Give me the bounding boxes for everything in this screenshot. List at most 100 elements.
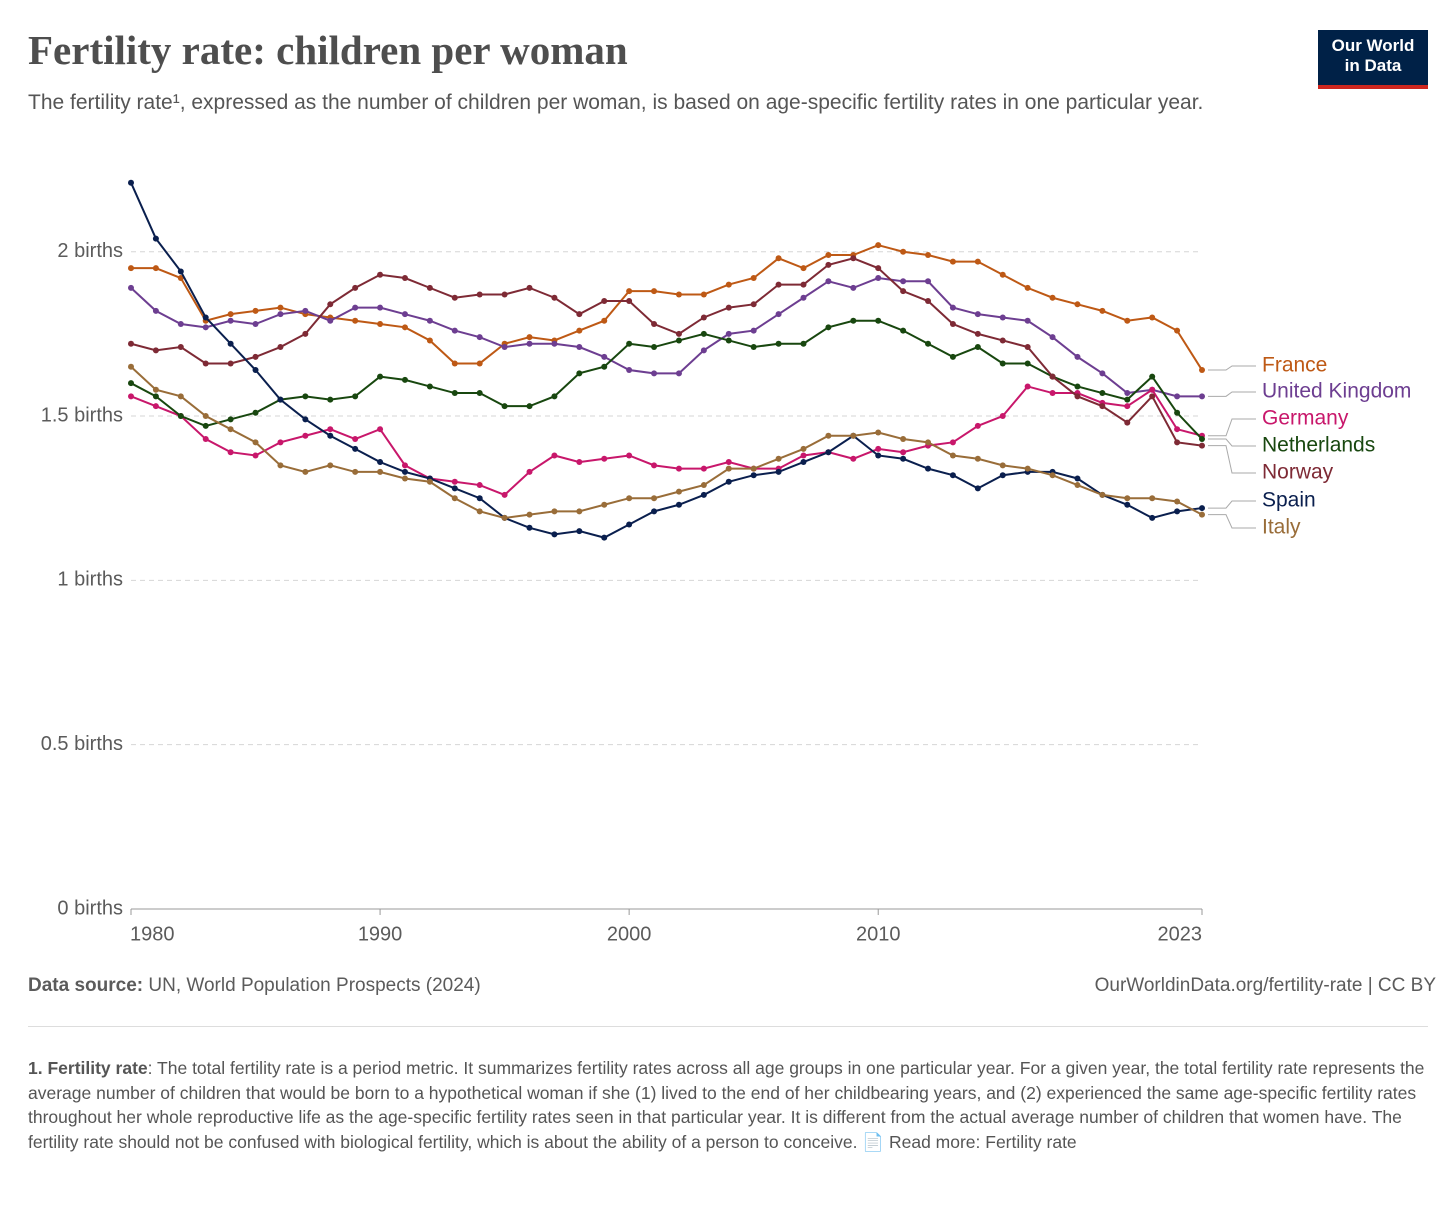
data-point [949,353,956,360]
data-point [1099,370,1106,377]
data-point [601,501,608,508]
data-point [626,298,633,305]
data-point [1099,390,1106,397]
data-point [352,393,359,400]
data-point [1024,344,1031,351]
data-point [775,281,782,288]
legend-label: Italy [1262,516,1301,539]
data-point [974,330,981,337]
data-point [1199,393,1205,400]
data-point [1124,501,1131,508]
data-point [601,317,608,324]
data-point [177,413,184,420]
logo-line: in Data [1344,56,1402,75]
data-point [177,321,184,328]
data-point [252,353,259,360]
data-point [526,284,533,291]
separator [28,1026,1428,1027]
legend-label: United Kingdom [1262,380,1411,403]
data-point [1049,294,1056,301]
data-point [128,363,134,370]
data-point [1049,334,1056,341]
label-connector [1208,365,1256,371]
data-point [576,327,583,334]
data-point [576,344,583,351]
data-point [1024,284,1031,291]
data-point [925,340,932,347]
data-point [750,301,757,308]
data-point [675,488,682,495]
data-point [1074,393,1081,400]
data-point [999,337,1006,344]
read-more[interactable]: 📄 Read more: Fertility rate [862,1131,1077,1152]
legend-label: Germany [1262,407,1349,430]
data-point [1174,508,1181,515]
data-point [800,294,807,301]
data-point [526,340,533,347]
data-point [177,344,184,351]
data-point [1149,393,1156,400]
source-label: Data source: [28,975,144,996]
data-point [501,344,508,351]
data-point [202,436,209,443]
data-point [202,422,209,429]
data-point [501,514,508,521]
legend-label: France [1262,354,1327,377]
logo-line: Our World [1331,36,1415,55]
data-point [476,508,483,515]
data-point [1049,390,1056,397]
url[interactable]: OurWorldinData.org/fertility-rate | CC B… [1094,975,1436,996]
data-point [825,252,832,259]
data-point [651,508,658,515]
label-connector [1208,438,1256,447]
data-point [1074,475,1081,482]
data-point [277,396,284,403]
read-more-text: Read more: Fertility rate [888,1131,1077,1152]
data-point [725,304,732,311]
x-tick-label: 2023 [1158,923,1203,945]
data-point [526,511,533,518]
footnote-term: 1. Fertility rate [28,1058,148,1078]
data-point [700,465,707,472]
y-tick-label: 0 births [57,897,123,919]
data-point [1199,505,1205,512]
data-point [1199,436,1205,443]
data-point [476,390,483,397]
data-point [1174,439,1181,446]
data-point [1174,409,1181,416]
data-point [128,340,134,347]
logo[interactable]: Our World in Data [1318,30,1428,89]
data-point [700,291,707,298]
data-point [700,314,707,321]
data-point [875,452,882,459]
data-point [451,478,458,485]
label-connector [1208,514,1256,529]
data-point [426,478,433,485]
data-point [800,459,807,466]
data-point [1024,317,1031,324]
data-point [949,304,956,311]
data-point [551,393,558,400]
data-point [128,265,134,272]
data-point [800,445,807,452]
data-point [128,393,134,400]
series-line [131,244,1203,371]
data-point [601,298,608,305]
data-point [327,426,334,433]
data-point [1099,307,1106,314]
data-point [1199,511,1205,518]
data-point [1124,403,1131,410]
data-point [252,321,259,328]
data-point [302,432,309,439]
data-point [999,360,1006,367]
data-point [302,468,309,475]
data-point [700,330,707,337]
data-point [401,311,408,318]
data-point [152,347,159,354]
data-point [227,360,234,367]
data-point [1149,495,1156,502]
data-point [152,393,159,400]
data-point [1099,403,1106,410]
data-point [401,324,408,331]
chart: 0 births 0.5 births 1 births 1.5 births 2 bi… [41,179,1411,945]
